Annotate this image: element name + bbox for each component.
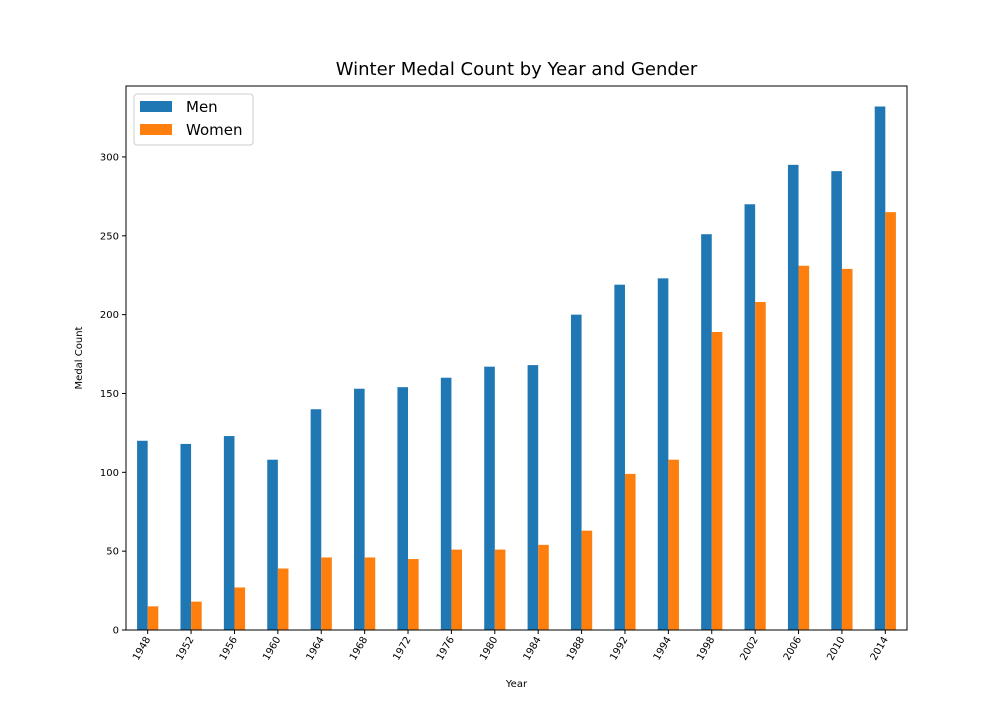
x-axis-label: Year [505, 679, 528, 690]
y-tick-label-50: 50 [106, 547, 119, 558]
legend: Men Women [133, 93, 254, 146]
bar-women-1952 [191, 601, 202, 630]
bar-men-1976 [440, 377, 452, 630]
x-tick-label-1956: 1956 [218, 635, 240, 663]
bar-men-2002 [744, 204, 756, 630]
x-tick-label-1972: 1972 [391, 635, 413, 663]
y-tick-label-200: 200 [100, 310, 119, 321]
bar-men-1956 [223, 436, 235, 630]
bar-men-1992 [614, 284, 625, 630]
x-tick-label-2014: 2014 [869, 635, 891, 663]
bar-men-1960 [267, 459, 278, 630]
bar-women-1976 [451, 549, 463, 630]
bar-women-2014 [885, 212, 896, 630]
bar-men-1972 [397, 387, 409, 630]
x-tick-label-1960: 1960 [261, 635, 283, 663]
bar-women-1968 [364, 557, 376, 630]
x-tick-label-1998: 1998 [695, 635, 717, 663]
bar-men-1952 [180, 443, 192, 630]
bar-men-1968 [354, 388, 365, 630]
y-tick-label-0: 0 [113, 626, 119, 637]
bar-men-1984 [527, 365, 539, 630]
x-tick-label-1964: 1964 [305, 635, 327, 663]
bar-women-1994 [668, 459, 679, 630]
x-tick-label-1992: 1992 [608, 635, 630, 663]
bar-men-2006 [787, 164, 799, 630]
y-tick-label-100: 100 [100, 468, 119, 479]
bar-women-1980 [494, 549, 506, 630]
bar-men-2014 [874, 106, 886, 630]
bar-women-1960 [277, 568, 289, 630]
bar-women-1956 [234, 587, 246, 630]
plot-frame [125, 85, 908, 631]
legend-label-women: Women [186, 121, 242, 139]
bar-men-1964 [310, 409, 322, 630]
x-tick-label-1968: 1968 [348, 635, 370, 663]
bar-men-2010 [831, 171, 842, 630]
legend-label-men: Men [186, 98, 218, 116]
legend-swatch-men [140, 101, 172, 112]
bar-men-1948 [137, 440, 148, 630]
x-tick-label-1980: 1980 [478, 635, 500, 663]
bar-women-1992 [624, 473, 636, 630]
bar-men-1998 [701, 234, 712, 630]
y-tick-label-300: 300 [100, 152, 119, 163]
y-tick-label-150: 150 [100, 389, 119, 400]
legend-swatch-women [140, 124, 172, 135]
x-tick-label-1948: 1948 [131, 635, 153, 663]
y-axis: 0 50 100 150 200 250 300 [100, 152, 126, 637]
y-axis-label: Medal Count [74, 326, 85, 389]
x-tick-label-1952: 1952 [174, 635, 196, 663]
bar-men-1980 [484, 366, 495, 630]
bar-women-1964 [321, 557, 332, 630]
x-tick-label-1976: 1976 [435, 635, 457, 663]
x-axis: 1948 1952 1956 1960 1964 1968 1972 1976 1980 1984… [131, 630, 891, 663]
x-tick-label-1988: 1988 [565, 635, 587, 663]
bar-women-1988 [581, 530, 593, 630]
plot-area [137, 106, 896, 630]
bar-women-2010 [841, 268, 853, 630]
bar-women-1972 [408, 559, 419, 630]
bar-women-2002 [755, 302, 766, 630]
bar-women-1984 [538, 544, 549, 630]
chart-title: Winter Medal Count by Year and Gender [336, 59, 698, 80]
x-tick-label-2002: 2002 [738, 635, 760, 663]
x-tick-label-1984: 1984 [522, 635, 544, 663]
x-tick-label-2010: 2010 [825, 635, 847, 663]
x-tick-label-2006: 2006 [782, 635, 804, 663]
y-tick-label-250: 250 [100, 231, 119, 242]
bar-women-1998 [711, 331, 723, 630]
bar-men-1988 [570, 314, 582, 630]
bar-women-2006 [798, 265, 810, 630]
bar-women-1948 [147, 606, 159, 630]
x-tick-label-1994: 1994 [652, 635, 674, 663]
bar-men-1994 [657, 278, 669, 630]
